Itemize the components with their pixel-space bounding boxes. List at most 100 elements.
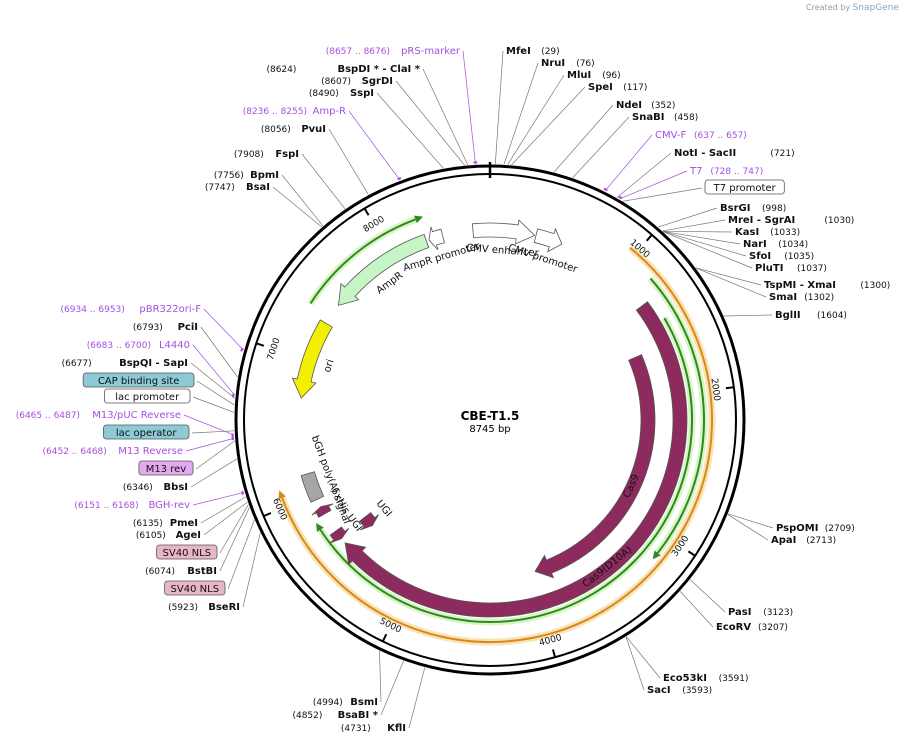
site-agei[interactable]: AgeI (6105) (136, 501, 248, 541)
site-nrui[interactable]: NruI (76) (503, 58, 595, 165)
site-bspdi-clai-[interactable]: BspDI * - ClaI * (8624) (266, 64, 469, 166)
orf-outer-orange (281, 246, 713, 643)
site-pasi[interactable]: PasI (3123) (689, 579, 793, 618)
feature-tag-sv40-nls[interactable]: SV40 NLS (156, 504, 249, 560)
site-fspi[interactable]: FspI (7908) (234, 149, 346, 210)
orf-green-1 (649, 277, 705, 554)
label-name: EcoRV (716, 622, 751, 633)
label-position: (637 .. 657) (694, 131, 747, 141)
snapgene-logo: SnapGene (852, 3, 899, 13)
label-name: BglII (775, 310, 801, 321)
primer-mark (241, 490, 245, 495)
label-position: (8624) (266, 65, 296, 75)
site-bstbi[interactable]: BstBI (6074) (145, 507, 250, 577)
orf-green-amp-halo (307, 216, 417, 306)
plasmid-length: 8745 bp (469, 424, 510, 435)
site-noti-sacii[interactable]: NotI - SacII (721) (616, 148, 795, 198)
site-bbsi[interactable]: BbsI (6346) (123, 458, 238, 493)
label-position: (8607) (321, 77, 351, 87)
site-smai[interactable]: SmaI (1302) (695, 267, 834, 303)
site-bsabi-[interactable]: BsaBI * (4852) (292, 660, 404, 721)
site-pcii[interactable]: PciI (6793) (133, 322, 238, 378)
primer-cmv-f[interactable]: CMV-F (637 .. 657) (603, 130, 747, 192)
feature-ampr[interactable] (337, 233, 430, 306)
site-kfli[interactable]: KflI (4731) (341, 667, 426, 734)
leader-line (728, 513, 774, 529)
leader-line (301, 153, 346, 210)
primer-amp-r[interactable]: Amp-R (8236 .. 8255) (243, 106, 402, 181)
leader-line (723, 314, 773, 317)
leader-line (380, 660, 404, 716)
site-bsrgi[interactable]: BsrGI (998) (658, 203, 786, 228)
feature-cmv-enhancer[interactable] (471, 219, 536, 245)
label-position: (1033) (770, 228, 800, 238)
site-sgrdi[interactable]: SgrDI (8607) (321, 76, 465, 166)
site-bspqi-sapi[interactable]: BspQI - SapI (6677) (62, 358, 236, 399)
label-name: M13 Reverse (118, 446, 183, 457)
site-eco53ki[interactable]: Eco53kI (3591) (626, 636, 749, 684)
feature-ugi-inner[interactable] (359, 512, 379, 531)
site-bsai[interactable]: BsaI (7747) (205, 182, 322, 228)
feature-cmv-promoter[interactable] (533, 227, 563, 253)
feature-tag-cap-binding-site[interactable]: CAP binding site (82, 372, 235, 406)
site-apai[interactable]: ApaI (2713) (727, 514, 836, 546)
label-position: (29) (541, 47, 559, 57)
site-kasi[interactable]: KasI (1033) (663, 227, 800, 238)
feature-tag-sv40-nls[interactable]: SV40 NLS (164, 519, 255, 596)
label-name: BspQI - SapI (119, 358, 188, 369)
feature-tag-t7-promoter[interactable]: T7 promoter (622, 179, 785, 202)
label-position: (1034) (778, 240, 808, 250)
label-position: (7908) (234, 150, 264, 160)
label-position: (8657 .. 8676) (326, 47, 390, 57)
primer-prs-marker[interactable]: pRS-marker (8657 .. 8676) (326, 46, 478, 165)
feature-tag-m13-rev[interactable]: M13 rev (138, 440, 236, 476)
site-ndei[interactable]: NdeI (352) (553, 100, 675, 173)
label-position: (6105) (136, 531, 166, 541)
site-saci[interactable]: SacI (3593) (625, 636, 712, 696)
feature-tag-lac-operator[interactable]: lac operator (103, 424, 235, 440)
feature-cas9-d10a-[interactable] (344, 301, 688, 618)
site-mfei[interactable]: MfeI (29) (494, 46, 560, 165)
site-bsmi[interactable]: BsmI (4994) (313, 650, 382, 708)
feature-cas9[interactable] (534, 354, 656, 579)
leader-line (242, 532, 261, 608)
site-pvui[interactable]: PvuI (8056) (261, 124, 369, 195)
label-name: TspMI - XmaI (764, 280, 836, 291)
site-spei[interactable]: SpeI (117) (511, 82, 647, 166)
site-bglii[interactable]: BglII (1604) (723, 310, 847, 321)
site-mrei-sgrai[interactable]: MreI - SgrAI (1030) (662, 215, 855, 232)
site-tspmi-xmai[interactable]: TspMI - XmaI (1300) (695, 267, 891, 291)
feature-bgh-poly-a-signal[interactable] (300, 471, 325, 503)
primer-pbr322ori-f[interactable]: pBR322ori-F (6934 .. 6953) (61, 304, 244, 352)
site-pmei[interactable]: PmeI (6135) (133, 496, 246, 529)
feature-ampr-promoter[interactable] (428, 226, 445, 251)
primer-t7[interactable]: T7 (728 .. 747) (618, 166, 764, 200)
label-name: BGH-rev (148, 500, 190, 511)
label-position: (4731) (341, 724, 371, 734)
primer-m13-reverse[interactable]: M13 Reverse (6452 .. 6468) (43, 436, 235, 457)
site-sspi[interactable]: SspI (8490) (309, 88, 444, 169)
feature-ugi[interactable] (329, 526, 350, 544)
tick-5000 (381, 633, 388, 642)
tick-2000 (725, 386, 734, 390)
leader-line (190, 362, 236, 399)
credit: Created by SnapGene (806, 3, 899, 13)
label-name: PspOMI (776, 523, 818, 534)
site-mlui[interactable]: MluI (96) (507, 70, 621, 165)
label-position: (1037) (797, 264, 827, 274)
feature-ori[interactable] (291, 319, 333, 399)
leader-line (192, 396, 235, 413)
feature-tag-lac-promoter[interactable]: lac promoter (104, 388, 235, 413)
site-snabi[interactable]: SnaBI (458) (572, 112, 698, 178)
site-pspomi[interactable]: PspOMI (2709) (728, 513, 855, 534)
label-position: (6346) (123, 483, 153, 493)
site-sfoi[interactable]: SfoI (1035) (663, 231, 814, 262)
site-bpmi[interactable]: BpmI (7756) (214, 170, 324, 227)
site-ecorv[interactable]: EcoRV (3207) (679, 591, 788, 633)
leader-line (663, 231, 741, 245)
site-pluti[interactable]: PluTI (1037) (663, 231, 827, 274)
site-bseri[interactable]: BseRI (5923) (168, 532, 261, 613)
feature-6xhis[interactable] (311, 503, 334, 518)
site-nari[interactable]: NarI (1034) (663, 231, 808, 250)
primer-bgh-rev[interactable]: BGH-rev (6151 .. 6168) (74, 490, 245, 511)
